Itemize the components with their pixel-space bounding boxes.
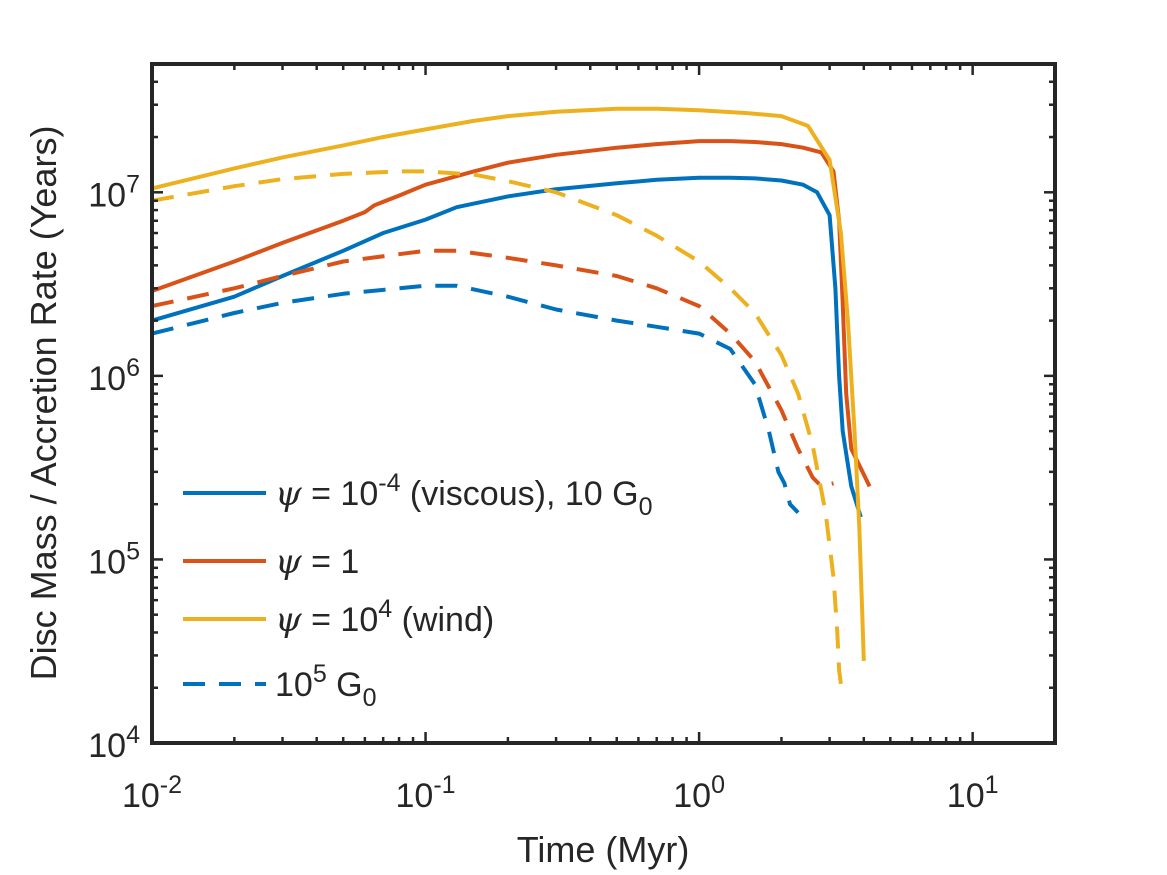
series-line-viscous-10G0 <box>151 175 863 518</box>
x-axis-label: Time (Myr) <box>517 829 690 870</box>
x-tick-label: 101 <box>947 771 999 815</box>
series-line-wind-1e5G0 <box>151 169 843 685</box>
tick-labels: 10-2 10-1 100 101 104 105 106 107 <box>88 170 998 815</box>
series-line-psi1-1e5G0 <box>151 248 834 489</box>
legend-entry-label: ψ = 104 (wind) <box>275 595 494 640</box>
x-tick-label: 10-2 <box>122 771 182 815</box>
y-tick-label: 104 <box>88 721 140 765</box>
series-line-wind-10G0 <box>151 106 866 661</box>
x-tick-label: 100 <box>673 771 725 815</box>
series-layer <box>151 106 872 685</box>
x-tick-label: 10-1 <box>396 771 456 815</box>
plot-frame <box>150 62 1057 745</box>
legend-entry-label: 105 G0 <box>275 660 377 712</box>
y-tick-label: 107 <box>88 170 140 214</box>
legend-entry-label: ψ = 10-4 (viscous), 10 G0 <box>275 469 652 521</box>
y-tick-label: 105 <box>88 537 140 581</box>
series-line-viscous-1e5G0 <box>151 283 800 514</box>
y-axis-label: Disc Mass / Accretion Rate (Years) <box>23 126 64 681</box>
legend: ψ = 10-4 (viscous), 10 G0 ψ = 1 ψ = 104 (w… <box>183 469 652 712</box>
y-tick-label: 106 <box>88 354 140 398</box>
legend-entry-label: ψ = 1 <box>275 542 359 582</box>
